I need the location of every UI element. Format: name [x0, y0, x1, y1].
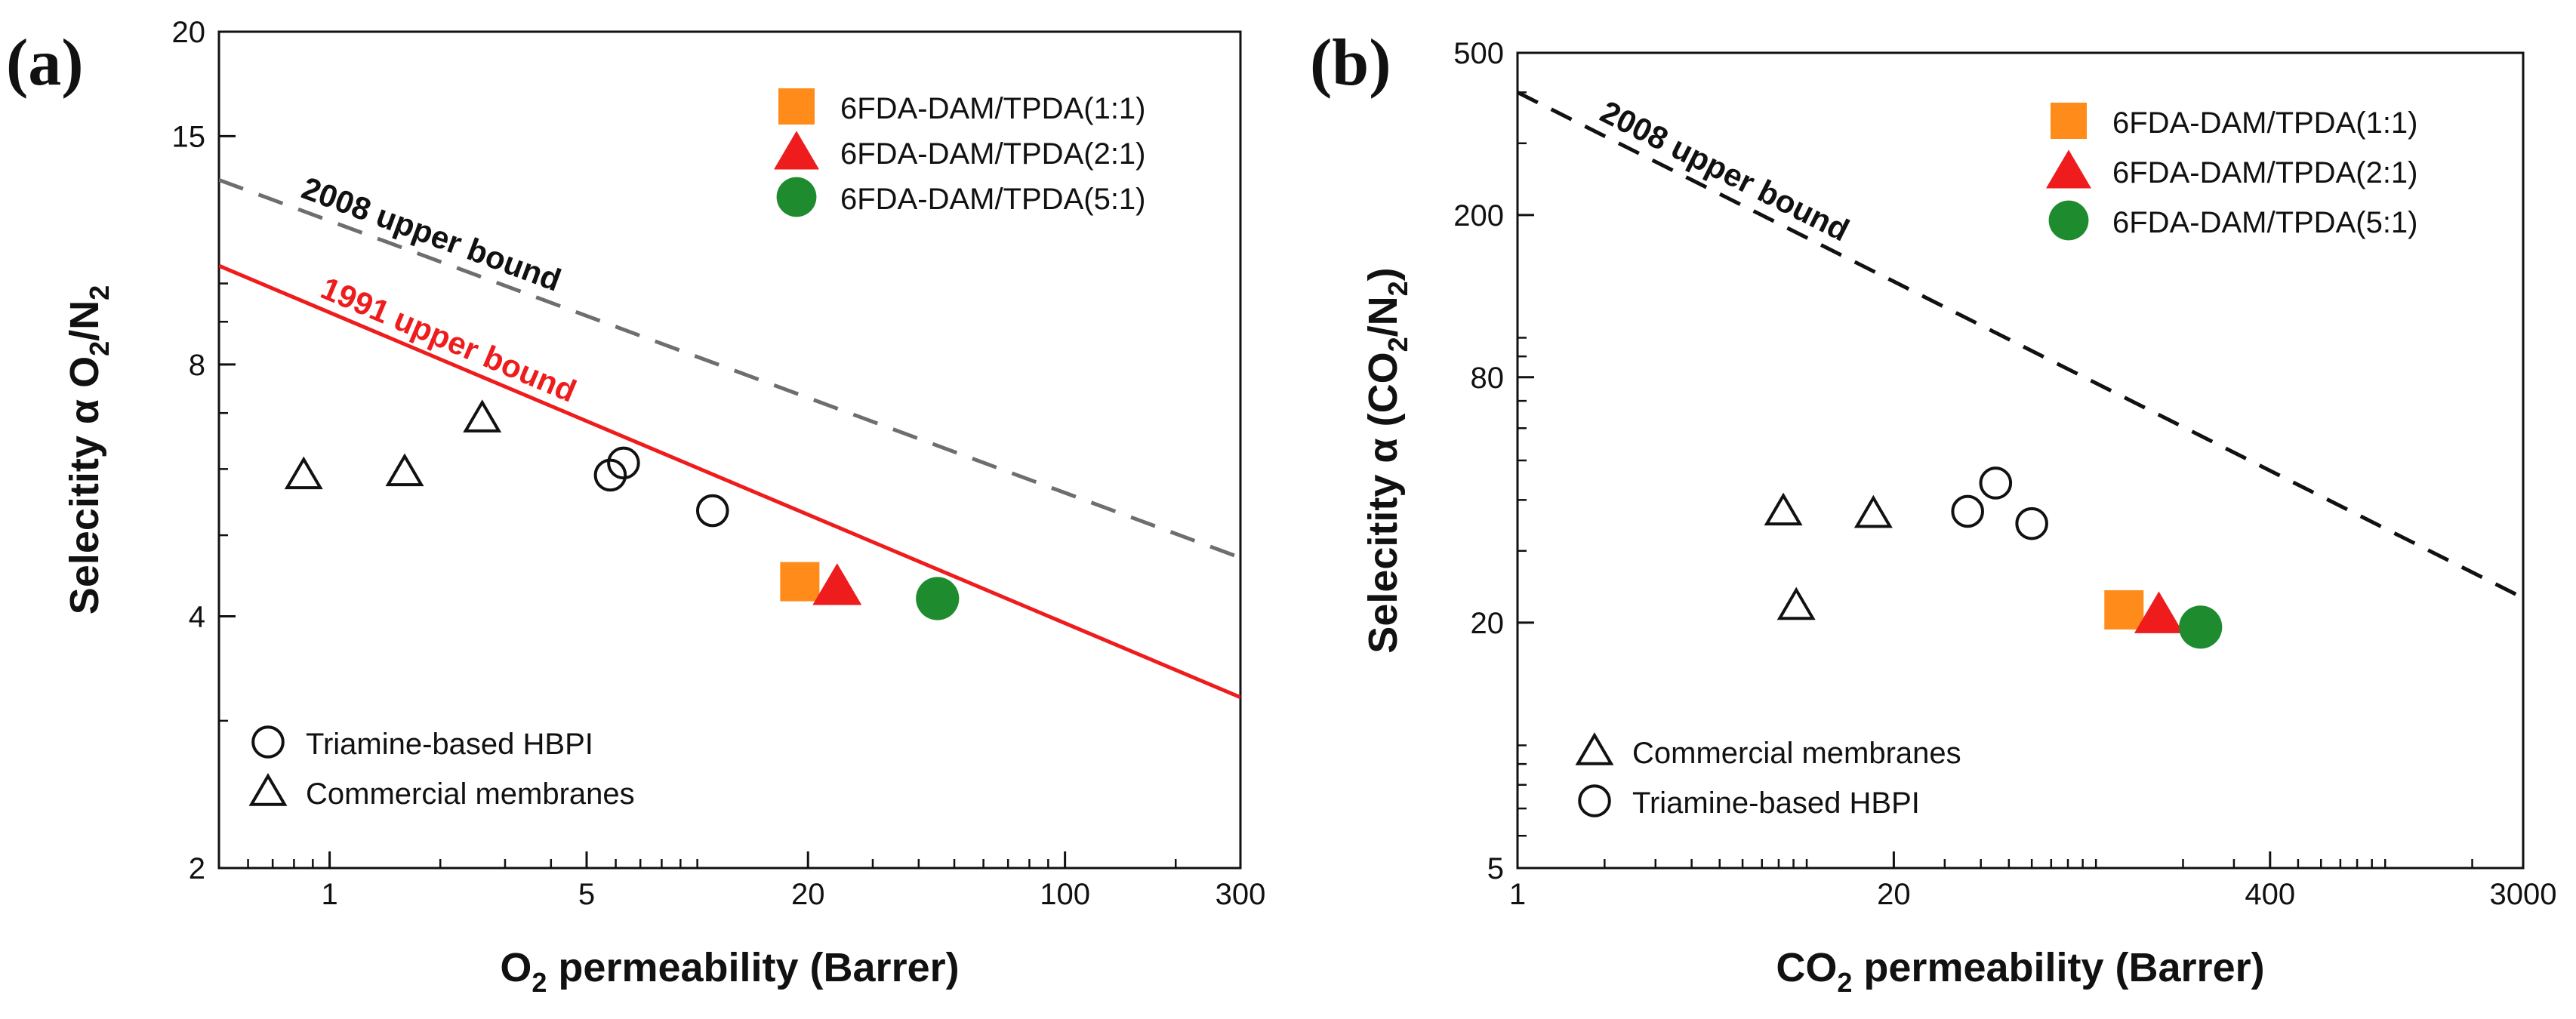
data-point	[607, 446, 640, 480]
legend-entry: 6FDA-DAM/TPDA(1:1)	[2112, 106, 2418, 140]
y-tick-label: 4	[189, 600, 205, 633]
data-point	[695, 494, 729, 528]
y-tick-label: 20	[1471, 607, 1505, 640]
data-point	[2104, 590, 2144, 630]
data-point	[2134, 591, 2183, 633]
x-axis-title-sub: 2	[532, 967, 547, 998]
legend-entry: 6FDA-DAM/TPDA(5:1)	[840, 183, 1146, 216]
x-tick-label: 300	[1216, 878, 1266, 911]
data-point	[385, 453, 424, 487]
legend-marker	[1575, 732, 1614, 765]
legend-entry: 6FDA-DAM/TPDA(1:1)	[840, 92, 1146, 125]
legend-entry: 6FDA-DAM/TPDA(5:1)	[2112, 206, 2418, 239]
y-axis-title-sub: 2	[1382, 337, 1413, 352]
y-axis-title-sub: 2	[1382, 281, 1413, 296]
panel-label: (b)	[1310, 26, 1391, 100]
data-point	[1776, 586, 1816, 620]
y-tick-label: 500	[1453, 37, 1504, 70]
data-point	[284, 456, 323, 490]
x-axis-title-rest: permeability (Barrer)	[1852, 945, 2264, 990]
legend-marker	[251, 725, 285, 759]
legend-entry: 6FDA-DAM/TPDA(2:1)	[840, 137, 1146, 171]
data-point	[780, 562, 820, 602]
y-axis-title-main: Selecitity α O	[62, 356, 107, 614]
x-axis-title: CO2 permeability (Barrer)	[1776, 945, 2264, 998]
y-tick-label: 15	[172, 120, 206, 153]
y-axis-title-end: )	[1360, 267, 1406, 281]
legend-marker	[2048, 200, 2089, 241]
x-tick-label: 100	[1040, 878, 1090, 911]
x-axis-title: O2 permeability (Barrer)	[500, 945, 959, 998]
x-tick-label: 20	[1877, 878, 1911, 911]
x-tick-label: 5	[578, 878, 595, 911]
data-point	[812, 563, 862, 605]
legend-entry: Commercial membranes	[306, 777, 635, 811]
legend-marker	[776, 177, 817, 217]
y-tick-label: 80	[1471, 362, 1505, 395]
x-axis-title-main: O	[500, 945, 532, 990]
legend-marker	[2051, 103, 2087, 139]
x-tick-label: 400	[2245, 878, 2295, 911]
legend-marker	[774, 131, 819, 170]
y-axis-title-main: Selecitity α (CO	[1360, 352, 1406, 653]
x-axis-title-rest: permeability (Barrer)	[547, 945, 959, 990]
y-axis-title: Selecitity α (CO2/N2)	[1360, 267, 1413, 653]
y-tick-label: 20	[172, 16, 206, 49]
legend-marker	[778, 88, 815, 125]
x-axis-title-main: CO	[1776, 945, 1837, 990]
legend-entry: 6FDA-DAM/TPDA(2:1)	[2112, 156, 2418, 189]
data-point	[463, 399, 502, 433]
data-point	[2015, 506, 2048, 540]
panel-label: (a)	[6, 26, 84, 100]
legend-marker	[248, 773, 288, 806]
x-tick-label: 3000	[2490, 878, 2557, 911]
legend-marker	[2046, 149, 2091, 189]
x-tick-label: 20	[791, 878, 825, 911]
plot-frame	[217, 30, 1242, 870]
panel-b: 1 20 400 3000 5 20 80 200 500 2008 upper bound 6FD…	[1310, 26, 2556, 998]
y-tick-label: 2	[189, 852, 205, 885]
y-axis-title-mid: /N	[62, 300, 107, 341]
data-point	[2179, 605, 2223, 649]
data-point	[916, 577, 960, 620]
legend-entry: Commercial membranes	[1632, 737, 1961, 770]
data-point	[1764, 492, 1803, 526]
y-tick-label: 8	[189, 349, 205, 382]
legend-marker	[1578, 784, 1611, 817]
upper-bound-line	[219, 263, 1240, 700]
x-tick-label: 1	[321, 878, 337, 911]
x-axis-title-sub: 2	[1837, 967, 1852, 998]
y-axis-title-sub: 2	[84, 285, 115, 300]
upper-bound-line	[219, 177, 1240, 560]
data-point	[1951, 494, 1984, 528]
data-point	[1853, 494, 1893, 528]
x-tick-label: 1	[1509, 878, 1526, 911]
legend-entry: Triamine-based HBPI	[1632, 787, 1920, 820]
legend-entry: Triamine-based HBPI	[306, 728, 593, 761]
y-tick-label: 200	[1453, 199, 1504, 232]
y-axis-title-sub: 2	[84, 341, 115, 356]
y-tick-label: 5	[1487, 852, 1504, 885]
data-point	[1979, 466, 2013, 500]
y-axis-title: Selecitity α O2/N2	[62, 285, 115, 614]
y-axis-title-mid: /N	[1360, 296, 1406, 337]
data-point	[593, 458, 627, 492]
upper-bound-label: 2008 upper bound	[1595, 94, 1855, 248]
